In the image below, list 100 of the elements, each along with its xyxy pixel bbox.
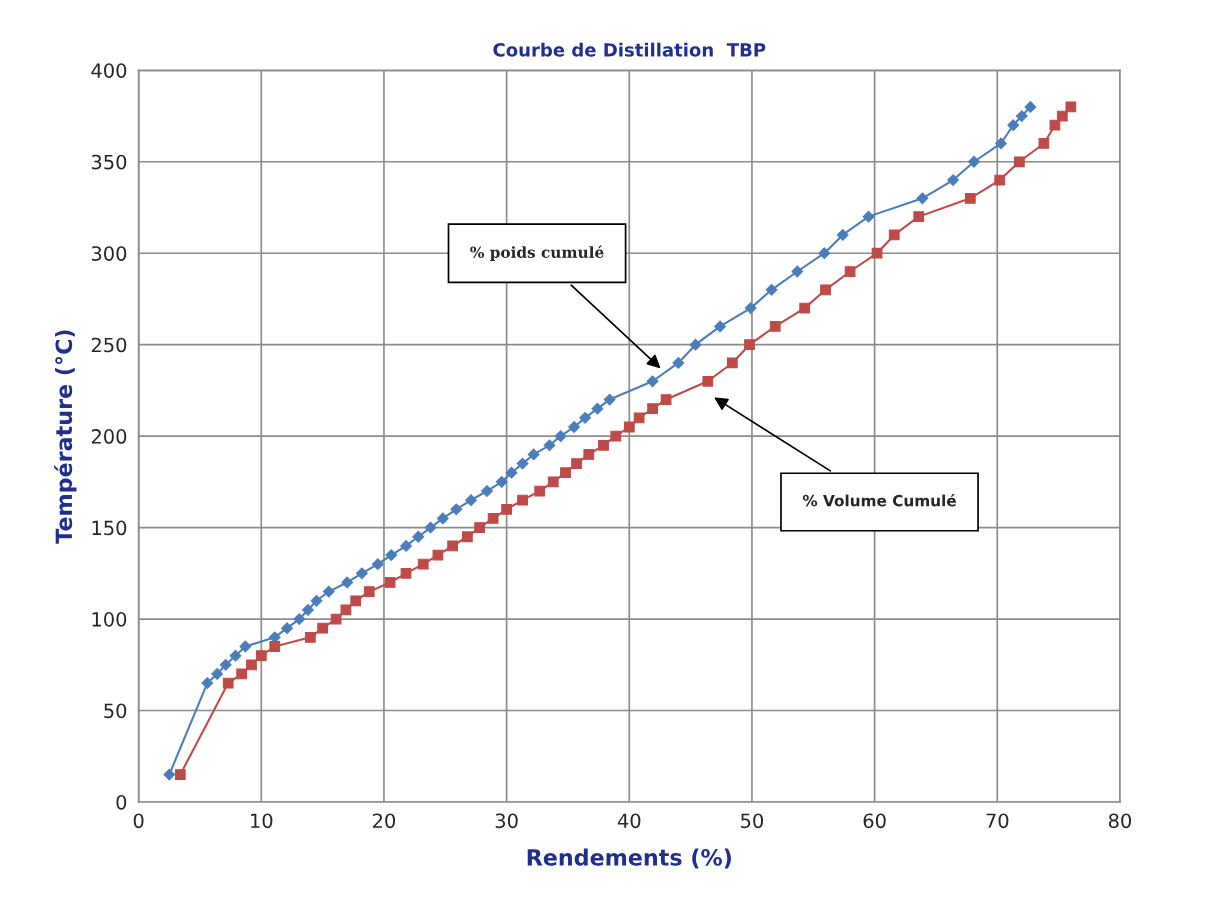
point: [481, 485, 493, 497]
annotation: % Volume Cumulé: [802, 493, 956, 507]
y-tick-label: 350: [91, 154, 127, 170]
x-tick-label: 30: [495, 813, 518, 829]
point: [384, 577, 396, 588]
y-tick-label: 200: [91, 429, 127, 444]
y-tick-label: 250: [91, 337, 127, 353]
point: [947, 174, 960, 186]
point: [412, 530, 425, 543]
chart-title: Courbe de Distillation TBP: [493, 42, 766, 57]
x-tick-label: 60: [863, 813, 886, 829]
point: [769, 321, 781, 332]
point: [322, 585, 335, 598]
point: [610, 430, 622, 442]
point: [765, 283, 778, 296]
point: [646, 375, 659, 388]
x-tick-label: 0: [133, 813, 144, 829]
x-tick-label: 40: [617, 813, 641, 829]
annotation: % poids cumulé: [470, 245, 604, 261]
point: [714, 320, 726, 333]
point: [447, 540, 459, 552]
point: [301, 603, 314, 616]
point: [916, 192, 929, 205]
point: [211, 668, 224, 680]
point: [293, 613, 306, 625]
point: [304, 631, 316, 643]
x-axis-title: Rendements (%): [527, 848, 731, 869]
point: [568, 421, 580, 433]
y-tick-label: 150: [92, 520, 127, 536]
point: [310, 594, 323, 607]
x-tick-label: 70: [986, 813, 1009, 829]
y-tick-label: 0: [116, 794, 127, 810]
point: [317, 622, 328, 634]
point: [862, 210, 875, 223]
point: [1049, 119, 1061, 131]
point: [222, 677, 234, 689]
point: [371, 558, 384, 571]
point: [255, 650, 267, 662]
point: [744, 302, 757, 315]
point: [836, 229, 849, 241]
point: [219, 658, 232, 671]
point: [201, 677, 214, 689]
point: [534, 485, 546, 497]
point: [517, 494, 528, 506]
point: [791, 265, 804, 278]
point: [689, 338, 702, 351]
point: [633, 412, 645, 424]
point: [163, 768, 176, 781]
point: [417, 558, 429, 570]
point: [355, 567, 368, 580]
point: [818, 247, 831, 260]
point: [400, 567, 412, 579]
point: [505, 466, 518, 479]
point: [341, 576, 354, 589]
point: [591, 402, 604, 415]
x-tick-label: 50: [741, 813, 764, 829]
point: [350, 595, 362, 607]
point: [995, 137, 1007, 150]
point: [1013, 156, 1025, 168]
point: [583, 449, 595, 460]
point: [744, 339, 755, 351]
point: [871, 247, 883, 259]
point: [672, 357, 685, 369]
point: [236, 668, 248, 680]
point: [579, 411, 592, 424]
y-tick-label: 300: [91, 246, 127, 261]
point: [1065, 101, 1077, 113]
y-tick-label: 100: [92, 612, 127, 627]
point: [964, 192, 976, 204]
point: [598, 439, 609, 451]
point: [474, 522, 486, 533]
point: [400, 539, 412, 552]
y-tick-label: 50: [104, 703, 127, 719]
point: [554, 430, 567, 443]
point: [1038, 138, 1050, 149]
point: [527, 448, 540, 461]
point: [436, 512, 449, 525]
point: [994, 174, 1006, 186]
point: [465, 494, 477, 507]
point: [461, 531, 473, 543]
point: [560, 467, 571, 479]
point: [495, 475, 508, 488]
point: [571, 458, 582, 469]
point: [174, 769, 186, 780]
point: [239, 640, 252, 653]
point: [623, 421, 635, 433]
point: [647, 403, 658, 415]
point: [487, 513, 499, 524]
point: [913, 211, 925, 223]
point: [450, 503, 463, 516]
point: [246, 659, 257, 671]
point: [1024, 100, 1037, 113]
point: [363, 586, 375, 597]
point: [820, 284, 831, 296]
point: [547, 476, 559, 488]
point: [660, 394, 672, 405]
point: [1015, 110, 1028, 122]
x-tick-label: 80: [1108, 813, 1132, 829]
point: [726, 357, 738, 369]
point: [702, 375, 714, 387]
